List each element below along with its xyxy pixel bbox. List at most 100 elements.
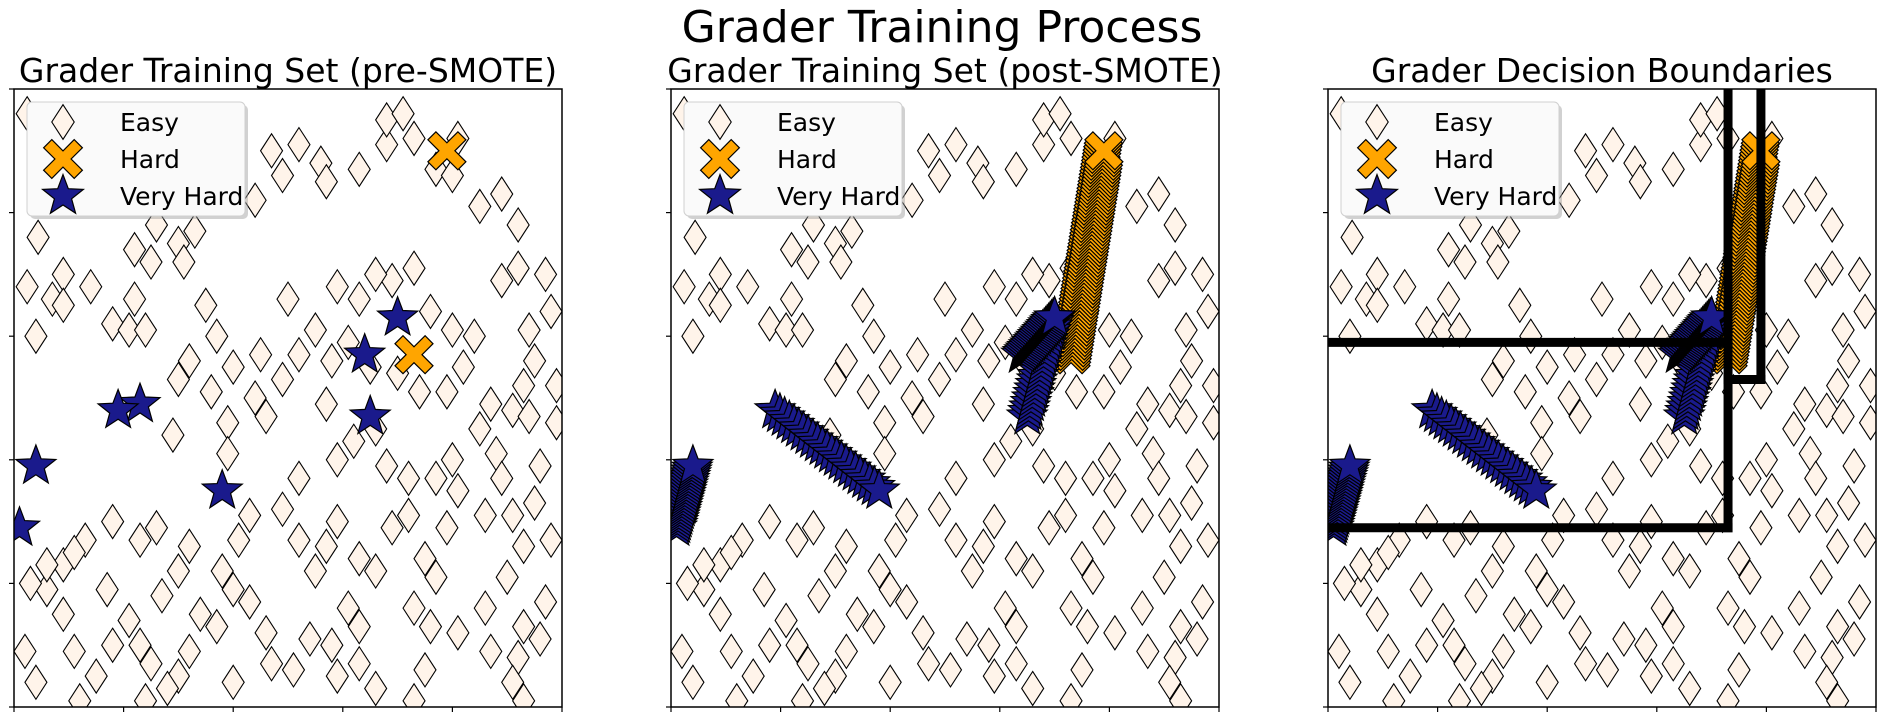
easy-point [1201, 404, 1219, 441]
easy-point [1480, 361, 1505, 398]
plot-frame [670, 88, 1220, 708]
easy-point [1836, 485, 1861, 522]
easy-point [1152, 559, 1176, 596]
very-hard-point [40, 172, 86, 215]
easy-point [757, 627, 782, 664]
easy-point [188, 596, 212, 633]
easy-point [544, 404, 562, 441]
easy-point [517, 312, 541, 349]
easy-point [1825, 608, 1850, 645]
easy-point [1398, 658, 1422, 695]
easy-point [511, 367, 536, 404]
easy-point [1179, 342, 1204, 379]
easy-point [150, 577, 174, 614]
easy-point [144, 509, 169, 546]
easy-point [259, 132, 284, 169]
easy-point [177, 342, 202, 379]
easy-point [1453, 244, 1477, 281]
easy-point [1661, 281, 1685, 318]
easy-point [1738, 559, 1762, 596]
easy-point [51, 596, 75, 633]
easy-point [916, 645, 941, 682]
easy-point [506, 250, 530, 287]
easy-point [1508, 287, 1532, 324]
easy-point [834, 342, 859, 379]
easy-point [834, 633, 859, 670]
easy-point [473, 497, 497, 534]
hard-point [699, 138, 741, 180]
easy-point [402, 682, 426, 707]
easy-point [435, 373, 459, 410]
easy-point [1064, 373, 1089, 410]
easy-point [528, 621, 552, 658]
easy-point [977, 342, 1001, 379]
easy-point [1414, 305, 1439, 342]
easy-point [1809, 559, 1833, 596]
easy-point [1070, 651, 1094, 688]
easy-point [287, 522, 311, 559]
easy-point [336, 590, 360, 627]
easy-point [1004, 281, 1028, 318]
easy-point [1727, 540, 1751, 577]
easy-point [1338, 318, 1362, 355]
easy-point [1694, 262, 1718, 299]
easy-point [867, 553, 891, 590]
easy-point [501, 497, 525, 534]
easy-point [1804, 460, 1828, 497]
easy-point [35, 546, 59, 583]
easy-point [227, 522, 251, 559]
easy-point [1584, 491, 1609, 528]
easy-point [862, 608, 886, 645]
easy-point [834, 528, 859, 565]
easy-point [1820, 250, 1844, 287]
easy-point [1081, 460, 1105, 497]
panel-decision-boundaries: Grader Decision Boundaries Easy Hard Very … [1323, 51, 1877, 712]
easy-point [490, 460, 514, 497]
easy-point [501, 392, 525, 429]
easy-point [1815, 392, 1839, 429]
easy-point [303, 553, 328, 590]
easy-point [259, 645, 284, 682]
easy-point [1021, 256, 1045, 293]
easy-point [479, 386, 503, 423]
easy-point [1639, 658, 1663, 695]
easy-point [1530, 435, 1554, 472]
series-very-hard [14, 294, 420, 547]
easy-point [1847, 583, 1872, 620]
easy-point [1037, 262, 1061, 299]
easy-point [894, 583, 919, 620]
easy-point [1469, 670, 1494, 707]
easy-point [1158, 664, 1182, 701]
easy-point [1092, 373, 1116, 410]
easy-point [884, 522, 908, 559]
easy-point [221, 664, 245, 701]
easy-point [205, 318, 229, 355]
legend-entry: Hard [699, 138, 837, 180]
easy-point [1431, 602, 1455, 639]
easy-point [1021, 670, 1045, 707]
easy-point [100, 627, 125, 664]
easy-point [681, 664, 705, 701]
easy-point [1760, 472, 1784, 509]
legend-label: Easy [1434, 108, 1493, 137]
easy-point [933, 281, 957, 318]
easy-point [424, 559, 448, 596]
easy-point [314, 528, 339, 565]
series-easy [14, 95, 562, 707]
series-very-hard [671, 294, 1077, 547]
hard-point [1084, 130, 1124, 171]
easy-point [298, 621, 322, 658]
easy-point [1831, 398, 1855, 435]
easy-point [1037, 509, 1061, 546]
easy-point [172, 244, 196, 281]
easy-point [982, 503, 1006, 540]
easy-point [1584, 361, 1609, 398]
easy-point [812, 670, 837, 707]
easy-point [785, 522, 809, 559]
easy-point [1136, 386, 1160, 423]
easy-point [708, 596, 732, 633]
easy-point [1738, 460, 1762, 497]
easy-point [1787, 497, 1811, 534]
easy-point [1158, 497, 1182, 534]
easy-point [1349, 546, 1373, 583]
